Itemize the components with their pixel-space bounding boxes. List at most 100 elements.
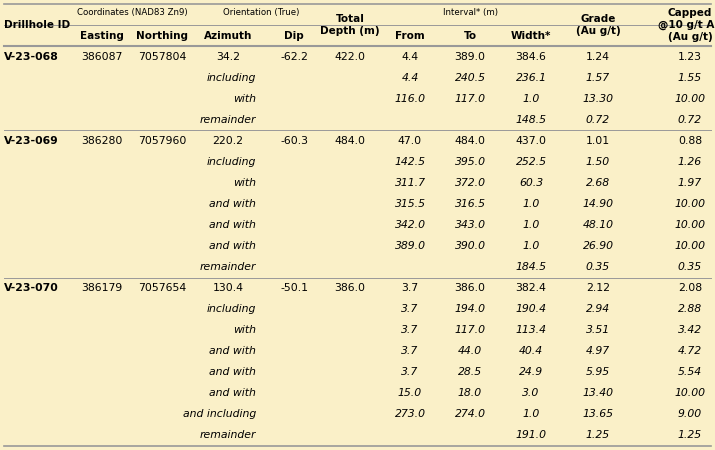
Text: Coordinates (NAD83 Zn9): Coordinates (NAD83 Zn9): [77, 9, 187, 18]
Text: 484.0: 484.0: [455, 136, 485, 146]
Text: -50.1: -50.1: [280, 283, 308, 293]
Text: 4.72: 4.72: [678, 346, 702, 356]
Text: 342.0: 342.0: [395, 220, 425, 230]
Text: including: including: [207, 72, 256, 83]
Text: 2.94: 2.94: [586, 304, 610, 314]
Text: 1.55: 1.55: [678, 72, 702, 83]
Text: including: including: [207, 304, 256, 314]
Text: 386.0: 386.0: [335, 283, 365, 293]
Text: 220.2: 220.2: [212, 136, 244, 146]
Text: 1.0: 1.0: [523, 199, 540, 209]
Text: 1.25: 1.25: [586, 431, 610, 441]
Text: 273.0: 273.0: [395, 410, 425, 419]
Text: 60.3: 60.3: [519, 178, 543, 188]
Text: and including: and including: [183, 410, 256, 419]
Text: 28.5: 28.5: [458, 367, 482, 378]
Text: 117.0: 117.0: [455, 325, 485, 335]
Text: with: with: [233, 325, 256, 335]
Text: 3.7: 3.7: [401, 283, 418, 293]
Text: 34.2: 34.2: [216, 52, 240, 62]
Text: remainder: remainder: [199, 262, 256, 272]
Text: V-23-069: V-23-069: [4, 136, 59, 146]
Text: including: including: [207, 157, 256, 167]
Text: 194.0: 194.0: [455, 304, 485, 314]
Text: 13.65: 13.65: [583, 410, 613, 419]
Text: 384.6: 384.6: [516, 52, 546, 62]
Text: 0.35: 0.35: [586, 262, 610, 272]
Text: -60.3: -60.3: [280, 136, 308, 146]
Text: 3.7: 3.7: [401, 325, 418, 335]
Text: 4.4: 4.4: [401, 72, 418, 83]
Text: 386179: 386179: [82, 283, 123, 293]
Text: 1.0: 1.0: [523, 410, 540, 419]
Text: 0.72: 0.72: [586, 115, 610, 125]
Text: 1.97: 1.97: [678, 178, 702, 188]
Text: Grade
(Au g/t): Grade (Au g/t): [576, 14, 621, 36]
Text: 3.51: 3.51: [586, 325, 610, 335]
Text: 316.5: 316.5: [455, 199, 485, 209]
Text: 113.4: 113.4: [516, 325, 546, 335]
Text: 18.0: 18.0: [458, 388, 482, 398]
Text: 26.90: 26.90: [583, 241, 613, 251]
Text: 1.01: 1.01: [586, 136, 610, 146]
Text: 3.42: 3.42: [678, 325, 702, 335]
Text: 7057654: 7057654: [138, 283, 186, 293]
Text: 47.0: 47.0: [398, 136, 422, 146]
Text: 184.5: 184.5: [516, 262, 546, 272]
Text: 9.00: 9.00: [678, 410, 702, 419]
Text: 1.50: 1.50: [586, 157, 610, 167]
Text: 116.0: 116.0: [395, 94, 425, 104]
Text: remainder: remainder: [199, 115, 256, 125]
Text: and with: and with: [209, 346, 256, 356]
Text: 191.0: 191.0: [516, 431, 546, 441]
Text: -62.2: -62.2: [280, 52, 308, 62]
Text: with: with: [233, 94, 256, 104]
Text: 386.0: 386.0: [455, 283, 485, 293]
Text: 2.08: 2.08: [678, 283, 702, 293]
Text: with: with: [233, 178, 256, 188]
Text: Dip: Dip: [284, 31, 304, 40]
Text: 2.88: 2.88: [678, 304, 702, 314]
Text: 13.40: 13.40: [583, 388, 613, 398]
Text: Total
Depth (m): Total Depth (m): [320, 14, 380, 36]
Text: 7057804: 7057804: [138, 52, 186, 62]
Text: 1.23: 1.23: [678, 52, 702, 62]
Text: 142.5: 142.5: [395, 157, 425, 167]
Text: 15.0: 15.0: [398, 388, 422, 398]
Text: 44.0: 44.0: [458, 346, 482, 356]
Text: 240.5: 240.5: [455, 72, 485, 83]
Text: V-23-070: V-23-070: [4, 283, 59, 293]
Text: 0.88: 0.88: [678, 136, 702, 146]
Text: 389.0: 389.0: [395, 241, 425, 251]
Text: 395.0: 395.0: [455, 157, 485, 167]
Text: 252.5: 252.5: [516, 157, 546, 167]
Text: 3.7: 3.7: [401, 346, 418, 356]
Text: 10.00: 10.00: [674, 241, 706, 251]
Text: 382.4: 382.4: [516, 283, 546, 293]
Text: 5.95: 5.95: [586, 367, 610, 378]
Text: To: To: [463, 31, 477, 40]
Text: 1.0: 1.0: [523, 241, 540, 251]
Text: 3.0: 3.0: [523, 388, 540, 398]
Text: 484.0: 484.0: [335, 136, 365, 146]
Text: 148.5: 148.5: [516, 115, 546, 125]
Text: 2.12: 2.12: [586, 283, 610, 293]
Text: 386087: 386087: [82, 52, 123, 62]
Text: 190.4: 190.4: [516, 304, 546, 314]
Text: 117.0: 117.0: [455, 94, 485, 104]
Text: 390.0: 390.0: [455, 241, 485, 251]
Text: 0.72: 0.72: [678, 115, 702, 125]
Text: 274.0: 274.0: [455, 410, 485, 419]
Text: 4.4: 4.4: [401, 52, 418, 62]
Text: remainder: remainder: [199, 431, 256, 441]
Text: V-23-068: V-23-068: [4, 52, 59, 62]
Text: 1.25: 1.25: [678, 431, 702, 441]
Text: 14.90: 14.90: [583, 199, 613, 209]
Text: 315.5: 315.5: [395, 199, 425, 209]
Text: 10.00: 10.00: [674, 199, 706, 209]
Text: and with: and with: [209, 241, 256, 251]
Text: Interval* (m): Interval* (m): [443, 9, 498, 18]
Text: and with: and with: [209, 388, 256, 398]
Text: Easting: Easting: [80, 31, 124, 40]
Text: 7057960: 7057960: [138, 136, 186, 146]
